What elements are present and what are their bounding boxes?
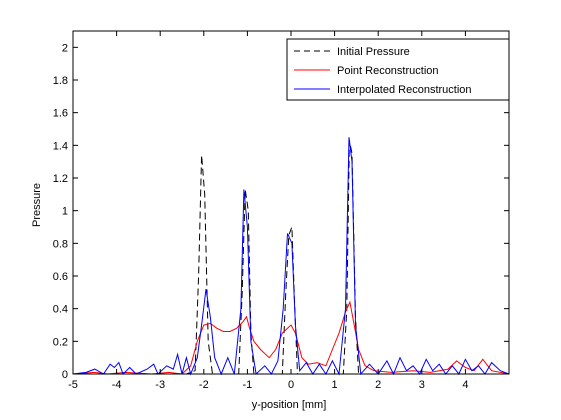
y-tick-label: 1.4 [53,140,68,152]
y-tick-label: 2 [62,42,68,54]
legend-label-initial-pressure: Initial Pressure [337,46,410,58]
x-tick-label: -3 [155,379,165,391]
y-tick-label: 1.8 [53,75,68,87]
legend-label-interpolated-reconstruction: Interpolated Reconstruction [337,84,472,96]
y-tick-label: 0.2 [53,336,68,348]
x-tick-label: 3 [419,379,425,391]
y-axis-label: Pressure [31,183,43,227]
series-line-interpolated-reconstruction [72,137,510,376]
x-tick-label: -5 [68,379,78,391]
x-tick-label: 4 [462,379,468,391]
y-tick-label: 1.6 [53,108,68,120]
y-tick-label: 0 [62,369,68,381]
x-tick-label: -4 [112,379,122,391]
x-tick-label: -2 [199,379,209,391]
legend: Initial Pressure Point Reconstruction In… [286,38,510,101]
axis-ticks [72,31,509,375]
y-tick-label: 1.2 [53,173,68,185]
legend-label-point-reconstruction: Point Reconstruction [337,65,439,77]
y-tick-label: 0.4 [53,304,68,316]
y-tick-labels: 0 0.2 0.4 0.6 0.8 1 1.2 1.4 1.6 1.8 2 [53,42,68,381]
series-line-point-reconstruction [72,300,510,375]
x-tick-label: 0 [288,379,294,391]
y-tick-label: 1 [62,206,68,218]
x-tick-label: 1 [332,379,338,391]
series-line-initial-pressure [73,140,509,375]
x-axis-label: y-position [mm] [252,399,327,411]
x-tick-label: -1 [243,379,253,391]
x-tick-label: 2 [375,379,381,391]
x-tick-labels: -5 -4 -3 -2 -1 0 1 2 3 4 [68,379,468,391]
y-tick-label: 0.8 [53,238,68,250]
y-tick-label: 0.6 [53,271,68,283]
